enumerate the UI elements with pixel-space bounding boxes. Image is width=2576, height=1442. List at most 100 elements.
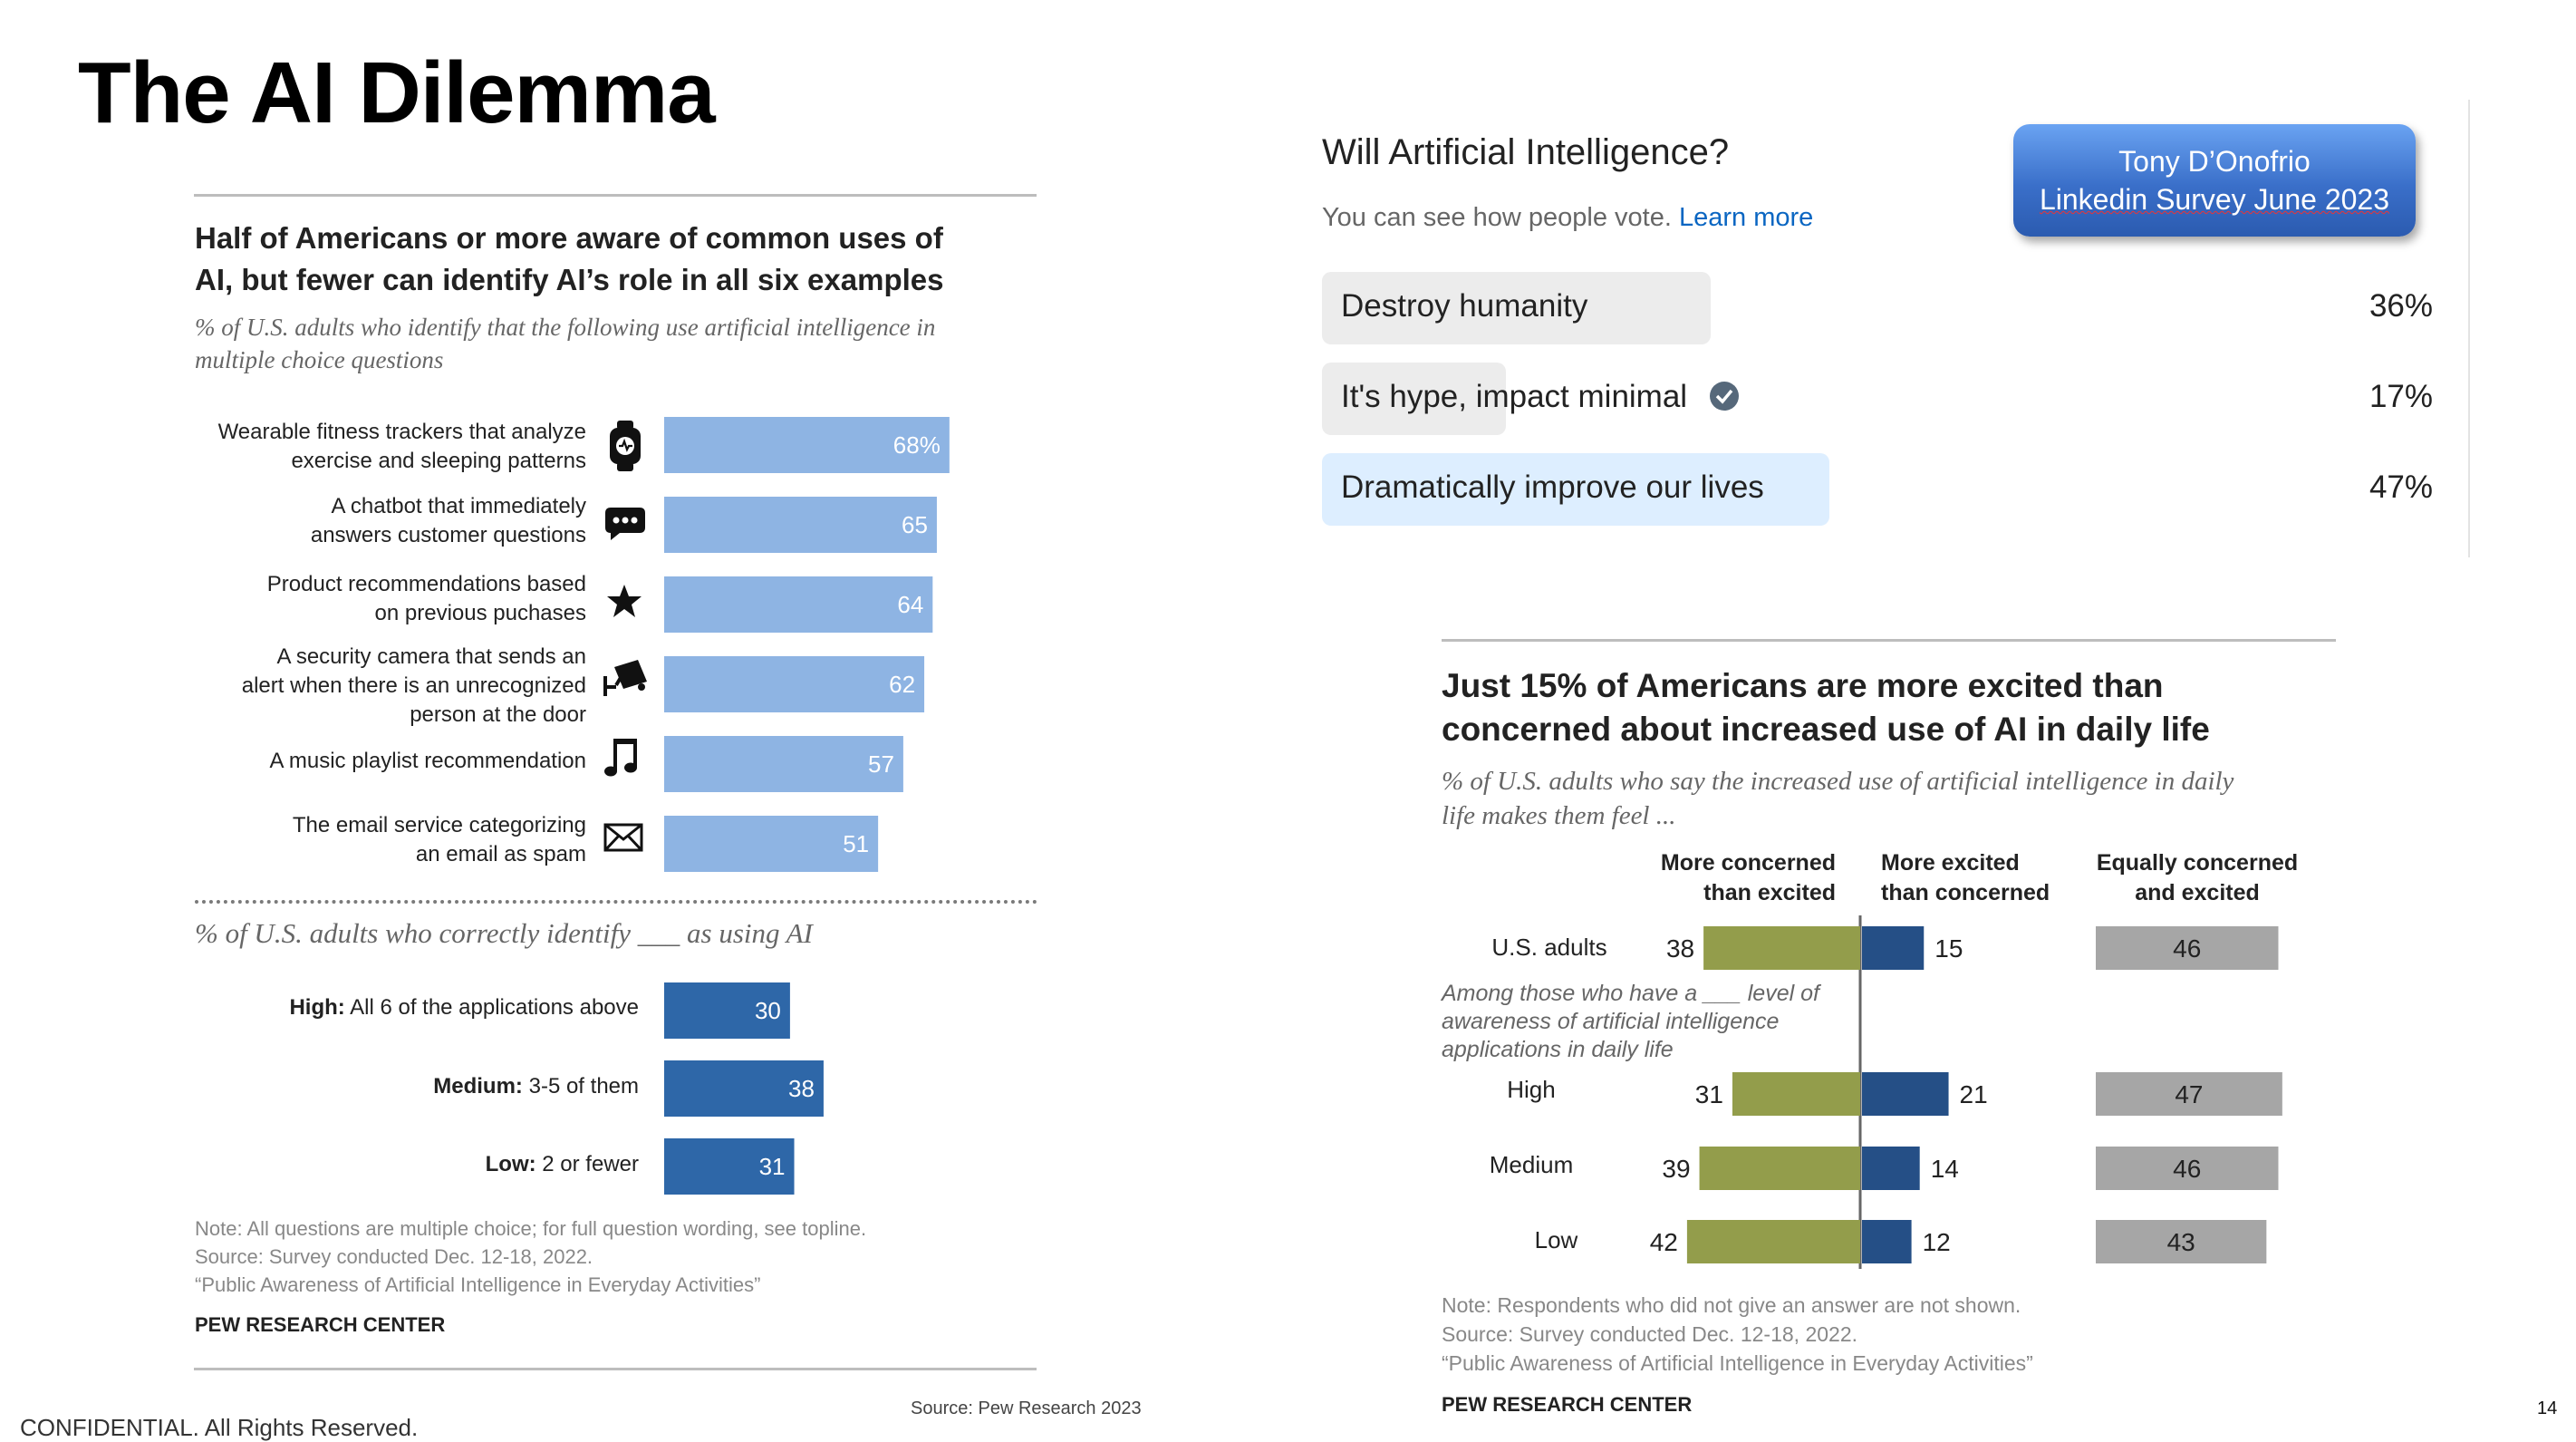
page-number: 14 [2537, 1398, 2558, 1418]
col-header-equal-line2: and excited [2135, 880, 2260, 905]
right-chart-credit: PEW RESEARCH CENTER [1442, 1393, 1693, 1416]
identify-bar-label-1: 38 [788, 1075, 815, 1102]
excited-bar-2 [1862, 1147, 1920, 1190]
left-chart-divider [195, 900, 1037, 904]
learn-more-link[interactable]: Learn more [1678, 203, 1814, 232]
left-chart-top-rule [194, 194, 1037, 197]
left-cat-label-1: A chatbot that immediately answers custo… [136, 492, 586, 550]
poll-option-fill-improve [1322, 453, 1829, 526]
poll-option-fill-destroy [1322, 272, 1711, 344]
badge-line1: Tony D’Onofrio [2118, 145, 2311, 178]
left-chart-subtitle: % of U.S. adults who identify that the f… [195, 311, 1065, 376]
left-cat2-label-2-rest: 2 or fewer [535, 1152, 639, 1176]
left-cat2-label-2-bold: Low: [485, 1152, 536, 1176]
right-row-label-1: High [1507, 1076, 1556, 1103]
left-cat-label-5-line2: an email as spam [415, 842, 586, 866]
awareness-bar-label-1: 65 [902, 511, 928, 538]
slide-title: The AI Dilemma [78, 44, 716, 141]
poll-hint-text: You can see how people vote. [1322, 203, 1672, 232]
equal-value-3: 43 [2167, 1228, 2195, 1256]
poll-question: Will Artificial Intelligence? [1322, 132, 1730, 172]
poll-option-destroy[interactable]: Destroy humanity [1341, 288, 1588, 324]
left-chart-note-0: Note: All questions are multiple choice;… [195, 1217, 867, 1240]
awareness-bar-1 [664, 497, 937, 553]
awareness-bar-label-2: 64 [897, 591, 923, 618]
right-row-label-0: U.S. adults [1491, 934, 1607, 961]
poll-right-border [2468, 100, 2470, 557]
awareness-bar-0 [664, 417, 950, 473]
identify-bar-label-2: 31 [759, 1153, 786, 1180]
equal-value-0: 46 [2173, 934, 2201, 963]
poll-pct-hype: 17% [2369, 379, 2433, 414]
identify-bar-2 [664, 1138, 795, 1195]
concerned-bar-3 [1686, 1220, 1860, 1263]
right-chart-subtitle-line2: life makes them feel ... [1442, 801, 1676, 830]
identify-bar-0 [664, 982, 790, 1039]
poll-option-hype[interactable]: It's hype, impact minimal [1341, 379, 1740, 415]
excited-bar-3 [1862, 1220, 1912, 1263]
left-cat2-label-0-rest: All 6 of the applications above [344, 995, 639, 1020]
left-chart-subtitle-line1: % of U.S. adults who identify that the f… [195, 314, 936, 341]
right-chart-note-1: Source: Survey conducted Dec. 12-18, 202… [1442, 1322, 1858, 1346]
col-header-excited: More excited than concerned [1881, 848, 2153, 908]
poll-hint: You can see how people vote. Learn more [1322, 203, 1813, 233]
survey-badge: Tony D’Onofrio Linkedin Survey June 2023 [2013, 124, 2416, 237]
left-cat2-label-1-rest: 3-5 of them [522, 1074, 639, 1098]
left-cat2-label-0-bold: High: [289, 995, 345, 1020]
footer-source: Source: Pew Research 2023 [911, 1398, 1142, 1418]
awareness-bar-2 [664, 576, 933, 633]
left-chart-title: Half of Americans or more aware of commo… [195, 218, 1065, 301]
awareness-bar-label-3: 62 [889, 671, 915, 698]
right-group-note: Among those who have a ___ level of awar… [1442, 980, 1895, 1064]
left-cat-label-0-line2: exercise and sleeping patterns [291, 449, 586, 473]
concerned-value-3: 42 [1650, 1228, 1678, 1256]
security-camera-icon [603, 660, 647, 696]
left-cat-label-5-line1: The email service categorizing [292, 813, 586, 837]
left-chart-note-2: “Public Awareness of Artificial Intellig… [195, 1273, 761, 1296]
right-chart-title-line2: concerned about increased use of AI in d… [1442, 711, 2210, 748]
left-cat2-label-2: Low: 2 or fewer [136, 1150, 639, 1179]
col-header-concerned-line1: More concerned [1660, 850, 1836, 876]
poll-option-improve[interactable]: Dramatically improve our lives [1341, 469, 1764, 505]
col-header-concerned-line2: than excited [1703, 880, 1836, 905]
excited-bar-0 [1862, 926, 1925, 970]
col-header-equal-line1: Equally concerned [2096, 850, 2299, 876]
poll-pct-improve: 47% [2369, 469, 2433, 505]
star-icon [607, 585, 642, 617]
col-header-excited-line1: More excited [1881, 850, 2020, 876]
right-chart-notes: Note: Respondents who did not give an an… [1442, 1291, 2330, 1378]
left-cat-label-2-line2: on previous puchases [374, 601, 586, 625]
left-chart-note-1: Source: Survey conducted Dec. 12-18, 202… [195, 1245, 593, 1268]
right-chart-note-2: “Public Awareness of Artificial Intellig… [1442, 1351, 2033, 1375]
right-chart-title-line1: Just 15% of Americans are more excited t… [1442, 667, 2164, 704]
right-group-note-line2: awareness of artificial intelligence [1442, 1009, 1780, 1034]
left-cat-label-3-line2: alert when there is an unrecognized [241, 673, 586, 698]
music-note-icon [604, 739, 637, 777]
envelope-icon [603, 823, 643, 852]
equal-bar-3 [2096, 1220, 2267, 1263]
concerned-bar-0 [1703, 926, 1860, 970]
awareness-bar-label-0: 68% [893, 431, 941, 459]
right-group-note-line1: Among those who have a ___ level of [1442, 981, 1819, 1006]
left-chart-notes: Note: All questions are multiple choice;… [195, 1215, 1010, 1299]
concerned-bar-1 [1732, 1072, 1860, 1116]
concerned-bar-2 [1699, 1147, 1860, 1190]
equal-value-2: 46 [2173, 1155, 2201, 1183]
concerned-value-1: 31 [1695, 1080, 1723, 1108]
check-circle-icon [1709, 382, 1739, 411]
left-cat-label-4: A music playlist recommendation [136, 747, 586, 776]
col-header-excited-line2: than concerned [1881, 880, 2050, 905]
left-cat-label-4-line1: A music playlist recommendation [269, 749, 586, 773]
awareness-bar-5 [664, 816, 879, 872]
concerned-value-2: 39 [1662, 1155, 1690, 1183]
poll-option-hype-label: It's hype, impact minimal [1341, 379, 1688, 414]
left-cat-label-3: A security camera that sends an alert wh… [136, 643, 586, 730]
left-cat-label-2-line1: Product recommendations based [266, 572, 586, 596]
equal-bar-1 [2096, 1072, 2282, 1116]
identify-bar-1 [664, 1060, 824, 1117]
left-cat-label-0: Wearable fitness trackers that analyze e… [136, 418, 586, 476]
left-chart-title-line2: AI, but fewer can identify AI’s role in … [195, 263, 944, 296]
left-cat-label-2: Product recommendations based on previou… [136, 570, 586, 628]
right-chart-title: Just 15% of Americans are more excited t… [1442, 664, 2393, 751]
left-cat2-label-1-bold: Medium: [433, 1074, 523, 1098]
